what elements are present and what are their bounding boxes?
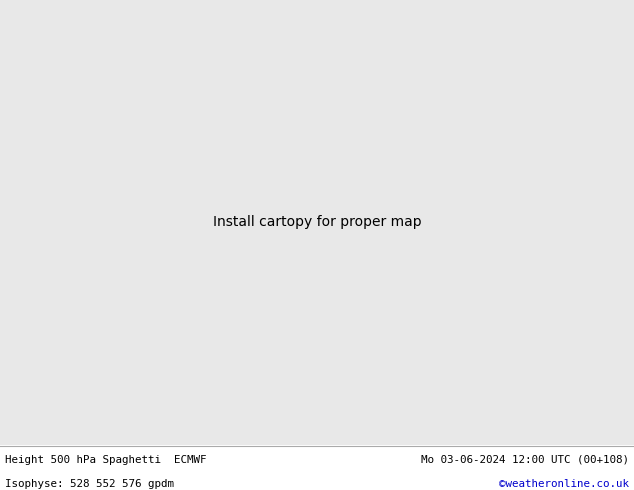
Text: Install cartopy for proper map: Install cartopy for proper map (212, 216, 422, 229)
Text: Mo 03-06-2024 12:00 UTC (00+108): Mo 03-06-2024 12:00 UTC (00+108) (421, 455, 629, 465)
Text: Isophyse: 528 552 576 gpdm: Isophyse: 528 552 576 gpdm (5, 479, 174, 489)
Text: Height 500 hPa Spaghetti  ECMWF: Height 500 hPa Spaghetti ECMWF (5, 455, 207, 465)
Text: ©weatheronline.co.uk: ©weatheronline.co.uk (499, 479, 629, 489)
